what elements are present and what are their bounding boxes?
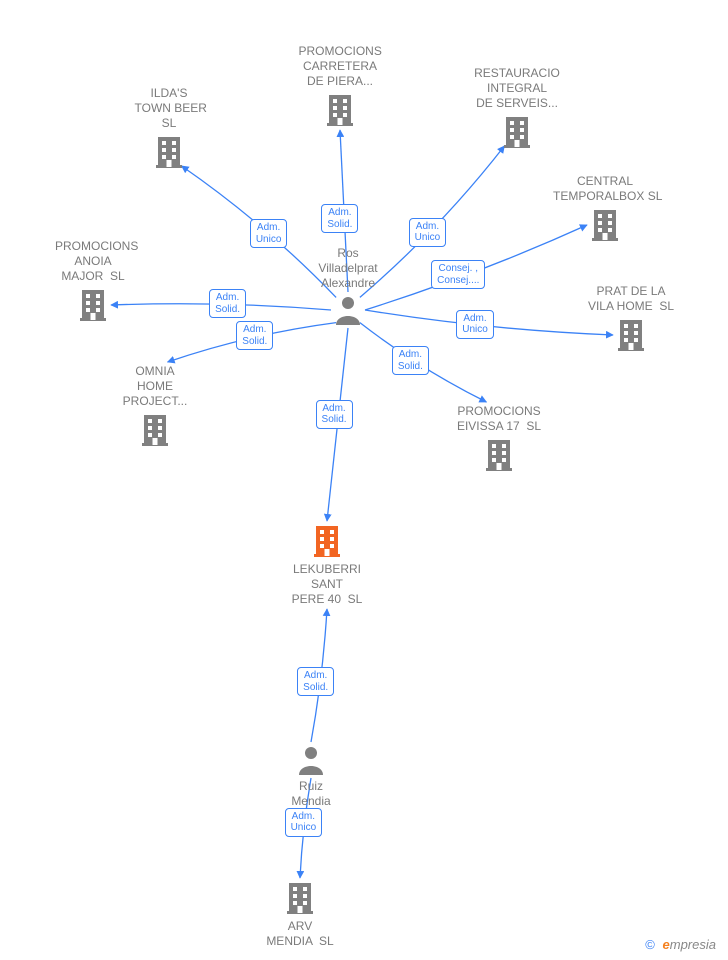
node-label: ILDA'S TOWN BEER SL	[135, 86, 204, 131]
copyright-symbol: ©	[645, 937, 655, 952]
footer-copyright: © empresia	[645, 937, 716, 952]
node-label: RESTAURACIO INTEGRAL DE SERVEIS...	[469, 66, 566, 111]
building-icon	[312, 524, 342, 563]
node-label: PROMOCIONS CARRETERA DE PIERA...	[299, 44, 382, 89]
edge-label: Adm. Solid.	[209, 289, 246, 318]
building-icon	[616, 318, 646, 357]
person-icon	[334, 295, 362, 330]
node-label: PROMOCIONS EIVISSA 17 SL	[447, 404, 551, 434]
node-label: LEKUBERRI SANT PERE 40 SL	[286, 562, 369, 607]
building-icon	[325, 93, 355, 132]
node-label: Ros Villadelprat Alexandre	[303, 246, 393, 291]
node-label: PRAT DE LA VILA HOME SL	[583, 284, 680, 314]
building-icon	[502, 115, 532, 154]
node-label: CENTRAL TEMPORALBOX SL	[553, 174, 657, 204]
building-icon	[590, 208, 620, 247]
brand-initial: e	[663, 937, 670, 952]
building-icon	[140, 413, 170, 452]
edge-label: Consej. , Consej....	[431, 260, 485, 289]
edge-label: Adm. Unico	[409, 218, 447, 247]
edge-label: Adm. Solid.	[297, 667, 334, 696]
edge-label: Adm. Solid.	[392, 346, 429, 375]
edge-label: Adm. Solid.	[316, 400, 353, 429]
edge-label: Adm. Unico	[250, 219, 288, 248]
edge-label: Adm. Solid.	[236, 321, 273, 350]
brand-rest: mpresia	[670, 937, 716, 952]
building-icon	[78, 288, 108, 327]
edge-label: Adm. Solid.	[321, 204, 358, 233]
edge-label: Adm. Unico	[456, 310, 494, 339]
node-label: ARV MENDIA SL	[262, 919, 338, 949]
building-icon	[484, 438, 514, 477]
node-label: PROMOCIONS ANOIA MAJOR SL	[55, 239, 131, 284]
graph-svg	[0, 0, 728, 960]
person-icon	[297, 745, 325, 780]
node-label: OMNIA HOME PROJECT...	[117, 364, 193, 409]
edge-label: Adm. Unico	[285, 808, 323, 837]
building-icon	[285, 881, 315, 920]
building-icon	[154, 135, 184, 174]
